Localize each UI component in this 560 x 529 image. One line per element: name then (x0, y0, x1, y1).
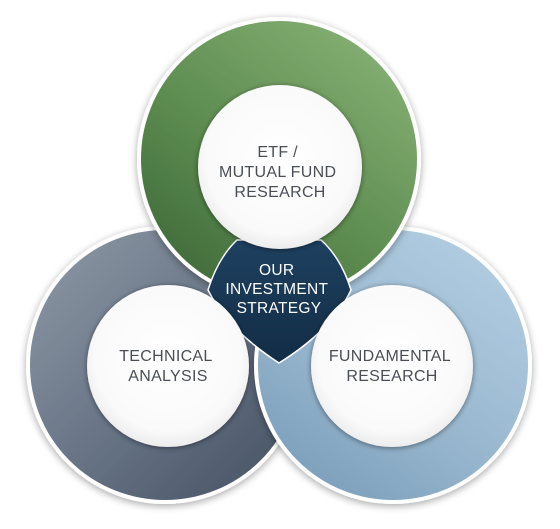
fundamental-research-inner-circle (311, 285, 473, 447)
center-strategy-label: OUR INVESTMENT STRATEGY (225, 262, 332, 317)
technical-label-line: TECHNICAL (119, 348, 212, 365)
center-label-line: INVESTMENT (225, 281, 328, 298)
fundamental-label-line: FUNDAMENTAL (329, 348, 451, 365)
center-strategy-region (207, 239, 352, 364)
center-label-line: OUR (259, 262, 294, 279)
technical-label-line: ANALYSIS (128, 368, 207, 385)
etf-mutual-fund-label: ETF / MUTUAL FUND RESEARCH (219, 144, 341, 201)
etf-label-line: ETF / (257, 144, 298, 161)
fundamental-label-line: RESEARCH (346, 368, 437, 385)
etf-mutual-fund-inner-circle (198, 85, 362, 249)
etf-label-line: MUTUAL FUND (219, 164, 336, 181)
technical-analysis-label: TECHNICAL ANALYSIS (119, 348, 217, 385)
center-label-line: STRATEGY (237, 300, 322, 317)
technical-analysis-inner-circle (87, 285, 249, 447)
fundamental-research-label: FUNDAMENTAL RESEARCH (329, 348, 455, 385)
etf-label-line: RESEARCH (234, 184, 325, 201)
